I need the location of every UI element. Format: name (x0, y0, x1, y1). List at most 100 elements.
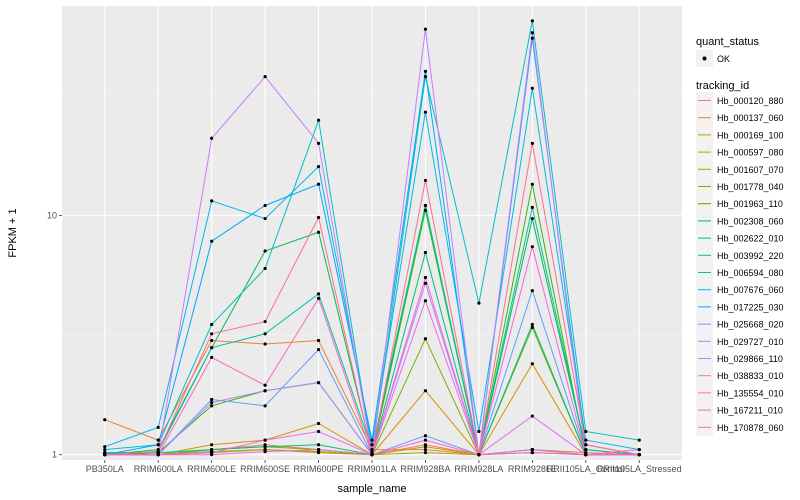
data-point (263, 449, 267, 454)
x-axis-ticks: PB350LA RRIM600LA RRIM600LE RRIM600SE RRIM60… (86, 460, 682, 474)
data-point (530, 447, 534, 452)
data-point (210, 443, 214, 447)
data-point (316, 347, 321, 352)
data-point (423, 27, 428, 31)
data-point (263, 203, 267, 208)
data-point (423, 451, 428, 455)
data-point (423, 438, 428, 442)
data-point (370, 447, 374, 452)
data-point (210, 355, 214, 359)
x-axis-title: sample_name (337, 483, 406, 495)
x-tick-label: RRIM901LA (347, 464, 396, 474)
data-point (637, 438, 641, 442)
legend-label: Hb_007676_060 (717, 285, 784, 295)
data-point (210, 453, 214, 457)
data-point (210, 136, 214, 140)
data-point (156, 453, 160, 457)
data-point (423, 337, 428, 341)
data-point (530, 141, 534, 145)
data-point (584, 453, 588, 457)
data-point (530, 414, 534, 418)
data-point (530, 288, 534, 293)
data-point (316, 381, 321, 385)
data-point (423, 178, 428, 183)
legend-shape-dot (702, 56, 707, 61)
legend-label: Hb_006594_080 (717, 268, 784, 278)
data-point (477, 301, 481, 305)
data-point (316, 443, 321, 447)
data-point (263, 249, 267, 253)
data-point (263, 216, 267, 221)
data-point (210, 322, 214, 327)
legend-label: Hb_002308_060 (717, 216, 784, 226)
data-point (423, 203, 428, 208)
legend-label: Hb_001963_110 (717, 199, 783, 209)
data-point (530, 451, 534, 455)
data-point (316, 338, 321, 343)
data-point (370, 438, 374, 442)
data-point (423, 69, 428, 73)
data-point (423, 434, 428, 438)
data-point (530, 36, 534, 40)
data-point (530, 245, 534, 249)
data-point (103, 453, 107, 457)
data-point (210, 332, 214, 336)
data-point (156, 443, 160, 447)
data-point (263, 319, 267, 324)
legend-label: Hb_170878_060 (717, 423, 784, 433)
data-point (530, 31, 534, 35)
data-point (530, 19, 534, 23)
data-point (637, 453, 641, 457)
data-point (423, 75, 428, 79)
data-point (423, 110, 428, 114)
x-tick-label: RRIM600SE (240, 464, 290, 474)
x-tick-label: PB350LA (86, 464, 124, 474)
legend-label: Hb_001607_070 (717, 165, 784, 175)
legend-color-items: Hb_000120_880 Hb_000137_060 Hb_000169_100 H… (696, 92, 784, 436)
data-point (263, 266, 267, 271)
legend-label: Hb_000120_880 (717, 96, 784, 106)
x-tick-label: RRII105LA_Stressed (597, 464, 682, 474)
data-point (103, 445, 107, 449)
series-points (103, 19, 641, 457)
y-axis-ticks: 1 10 (47, 210, 62, 460)
data-point (263, 342, 267, 346)
data-point (210, 346, 214, 350)
x-tick-label: RRIM928LA (454, 464, 503, 474)
x-tick-label: RRIM600LE (187, 464, 236, 474)
data-point (584, 447, 588, 452)
legend-label: Hb_135554_010 (717, 388, 784, 398)
data-point (530, 325, 534, 330)
legend: quant_status OK tracking_id Hb_000120_88… (696, 36, 784, 436)
data-point (370, 453, 374, 457)
data-point (263, 332, 267, 336)
data-point (210, 239, 214, 243)
data-point (316, 182, 321, 186)
data-point (530, 86, 534, 90)
legend-label: Hb_000169_100 (717, 130, 784, 140)
x-tick-label: RRIM928LE (508, 464, 557, 474)
data-point (530, 216, 534, 221)
data-point (423, 299, 428, 303)
data-point (423, 250, 428, 255)
data-point (584, 438, 588, 442)
legend-label: Hb_000597_080 (717, 148, 784, 158)
data-point (156, 449, 160, 454)
legend-label: Hb_038833_010 (717, 371, 784, 381)
legend-label: Hb_002622_010 (717, 234, 784, 244)
data-point (210, 199, 214, 203)
data-point (263, 404, 267, 408)
data-point (263, 438, 267, 442)
legend-shape-label: OK (717, 54, 730, 64)
data-point (477, 453, 481, 457)
data-point (530, 362, 534, 366)
data-point (263, 383, 267, 387)
data-point (316, 429, 321, 434)
data-point (477, 429, 481, 434)
data-point (316, 447, 321, 452)
data-point (316, 164, 321, 169)
x-tick-label: RRII105LA_Control (547, 464, 625, 474)
legend-label: Hb_029727_010 (717, 337, 784, 347)
data-point (530, 182, 534, 186)
